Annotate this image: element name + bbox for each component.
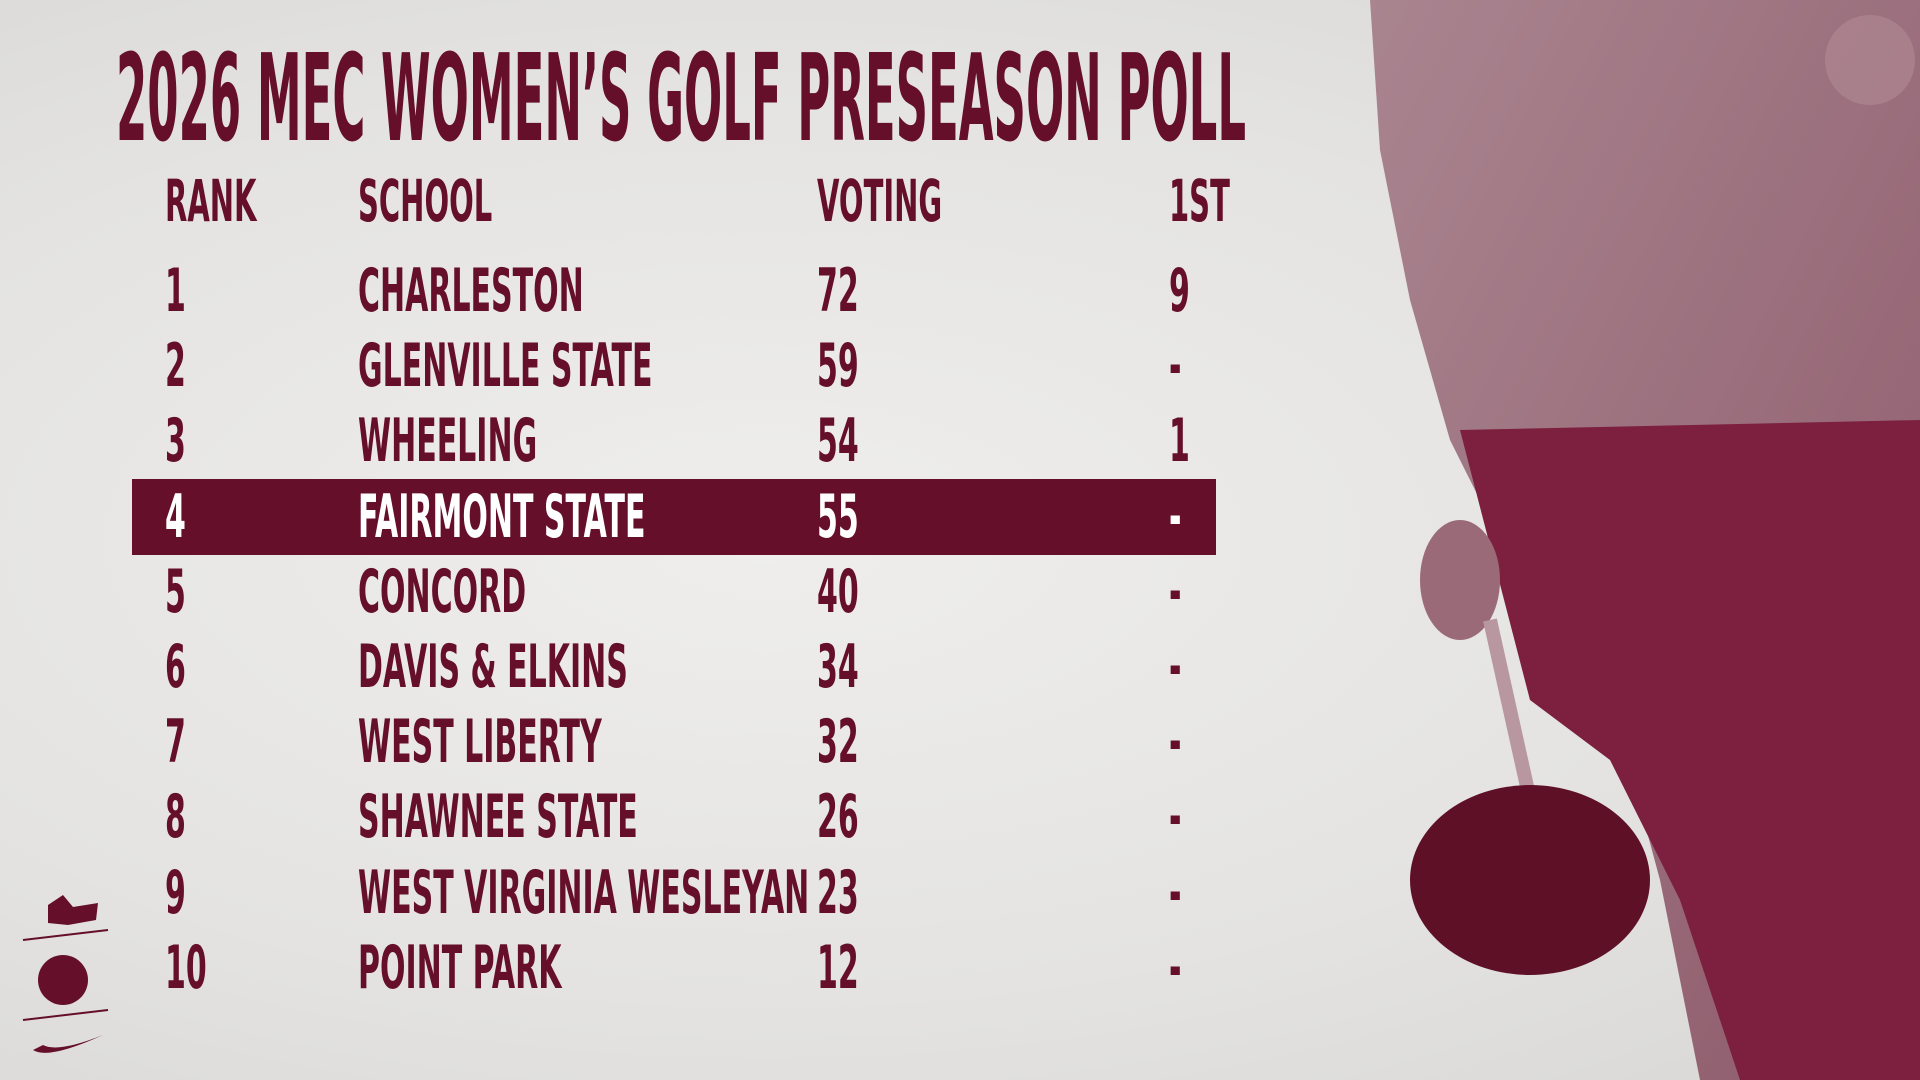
school-cell: FAIRMONT STATE — [358, 481, 646, 552]
rank-cell: 9 — [165, 857, 186, 928]
highlight-bar — [132, 478, 1216, 555]
voting-cell: 55 — [817, 481, 859, 552]
column-header: VOTING — [817, 167, 943, 235]
voting-cell: 34 — [817, 632, 859, 702]
first-votes-cell: 1 — [1169, 406, 1190, 477]
school-cell: POINT PARK — [358, 932, 562, 1003]
club-shaft — [1483, 618, 1537, 802]
title-box: 2026 MEC WOMEN’S GOLF PRESEASON POLL — [116, 30, 1246, 158]
rank-cell: 6 — [165, 632, 186, 702]
first-votes-cell: - — [1169, 481, 1182, 552]
first-votes-cell: - — [1169, 556, 1182, 627]
school-cell: DAVIS & ELKINS — [358, 632, 628, 702]
first-votes-cell: - — [1169, 632, 1182, 702]
column-header: 1ST — [1169, 167, 1230, 235]
swoosh-logo — [33, 1035, 103, 1053]
school-cell: GLENVILLE STATE — [358, 331, 653, 402]
first-votes-cell: - — [1169, 782, 1182, 853]
rank-cell: 2 — [165, 331, 186, 402]
divider — [22, 1009, 109, 1021]
column-header: SCHOOL — [358, 167, 493, 235]
first-votes-cell: - — [1169, 331, 1182, 402]
rank-cell: 1 — [165, 256, 186, 326]
voting-cell: 32 — [817, 707, 859, 778]
voting-cell: 54 — [817, 406, 859, 477]
column-header: RANK — [165, 167, 257, 235]
voting-cell: 12 — [817, 932, 859, 1003]
logos — [22, 895, 109, 1053]
voting-cell: 72 — [817, 256, 859, 326]
first-votes-cell: - — [1169, 932, 1182, 1003]
voting-cell: 26 — [817, 782, 859, 853]
mascot-mark — [1825, 15, 1915, 105]
school-cell: WEST VIRGINIA WESLEYAN — [358, 857, 810, 928]
first-votes-cell: - — [1169, 707, 1182, 778]
skirt — [1460, 420, 1920, 1080]
voting-cell: 40 — [817, 556, 859, 627]
falcon-logo — [38, 955, 88, 1005]
hand — [1420, 520, 1500, 640]
school-cell: WHEELING — [358, 406, 538, 477]
rank-cell: 5 — [165, 556, 186, 627]
club-head — [1410, 785, 1650, 975]
first-votes-cell: - — [1169, 857, 1182, 928]
rank-cell: 8 — [165, 782, 186, 853]
player-photo — [1370, 0, 1920, 1080]
title: 2026 MEC WOMEN’S GOLF PRESEASON POLL — [116, 30, 1246, 158]
voting-cell: 59 — [817, 331, 859, 402]
rank-cell: 10 — [165, 932, 207, 1003]
school-cell: SHAWNEE STATE — [358, 782, 638, 853]
school-cell: CONCORD — [358, 556, 527, 627]
rank-cell: 4 — [165, 481, 186, 552]
school-cell: CHARLESTON — [358, 256, 584, 326]
voting-cell: 23 — [817, 857, 859, 928]
divider — [22, 929, 109, 941]
state-logo — [48, 895, 98, 925]
first-votes-cell: 9 — [1169, 256, 1190, 326]
school-cell: WEST LIBERTY — [358, 707, 602, 778]
rank-cell: 3 — [165, 406, 186, 477]
rank-cell: 7 — [165, 707, 186, 778]
